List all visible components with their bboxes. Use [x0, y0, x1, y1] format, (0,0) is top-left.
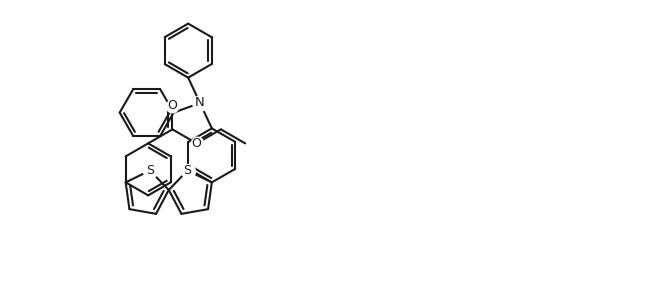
Text: N: N	[195, 97, 205, 109]
Text: O: O	[192, 137, 202, 150]
Text: S: S	[183, 164, 191, 177]
Text: S: S	[146, 164, 154, 177]
Text: O: O	[167, 99, 178, 112]
